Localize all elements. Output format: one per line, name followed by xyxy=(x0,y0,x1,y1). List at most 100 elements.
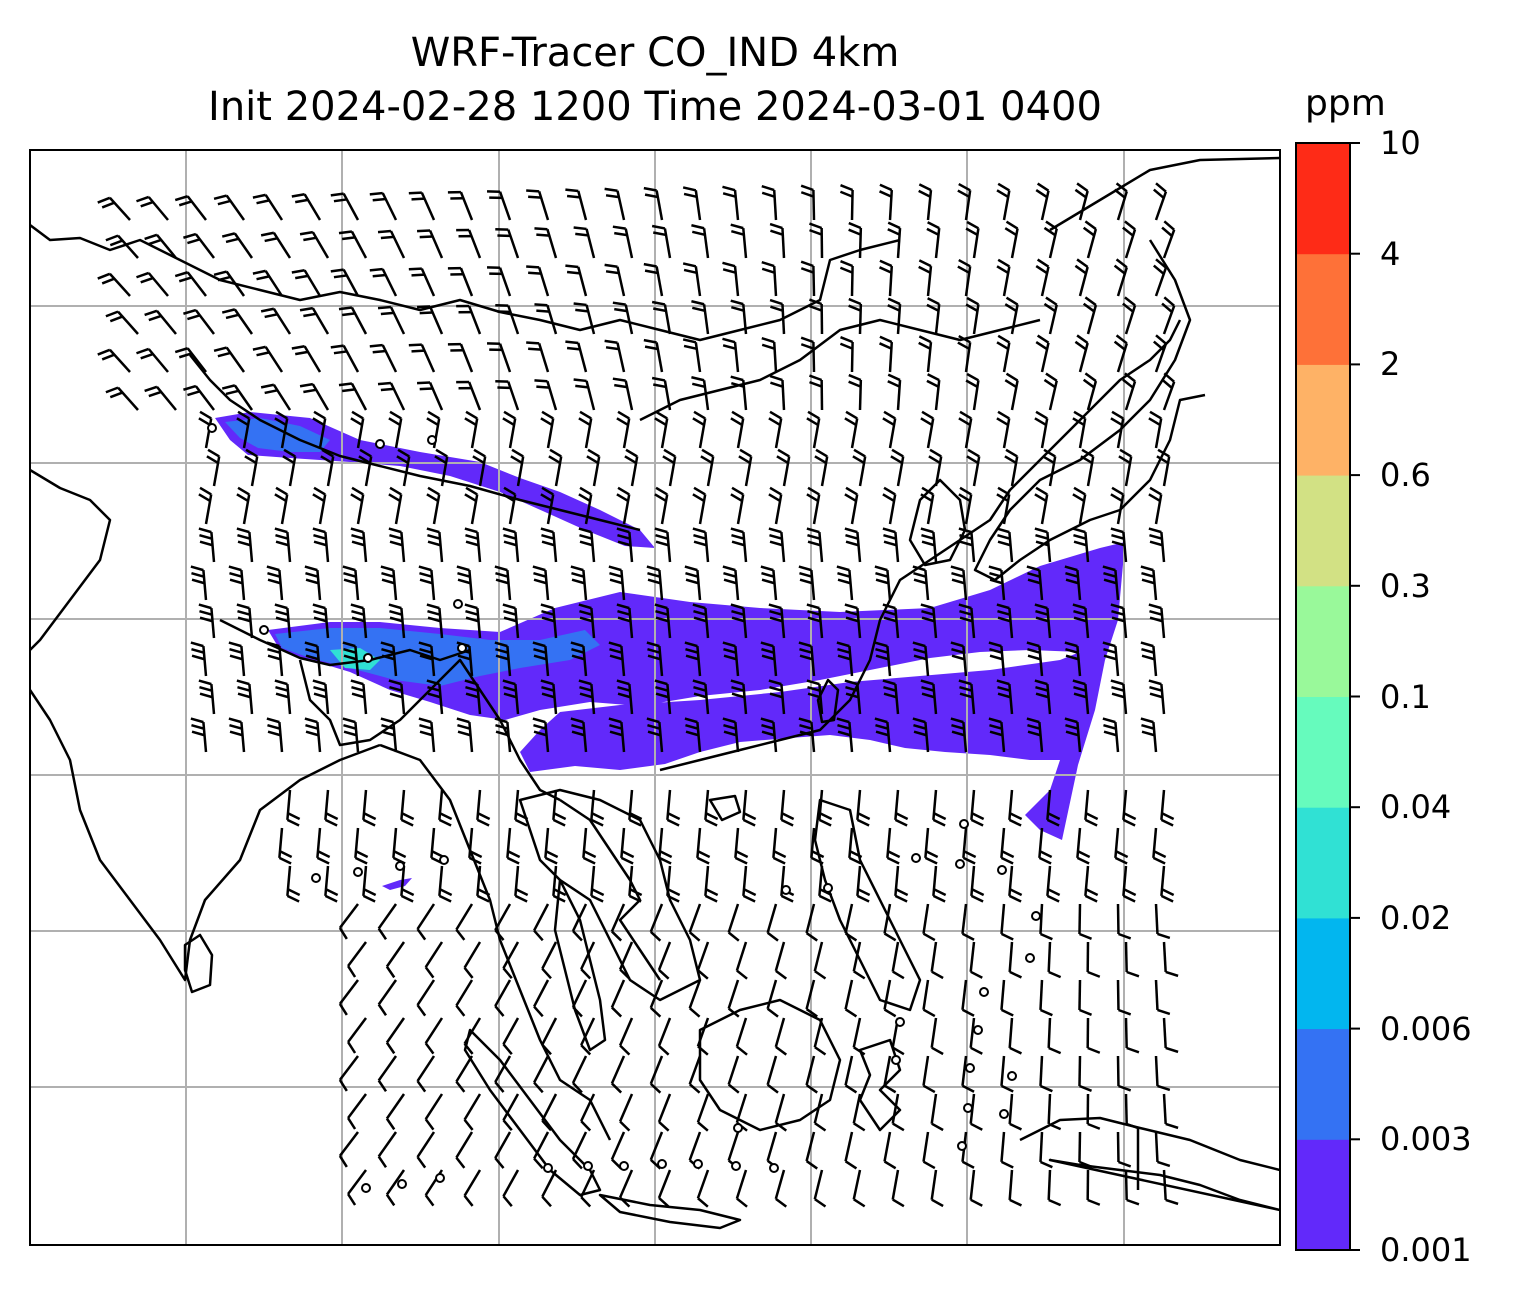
wind-barb xyxy=(464,603,482,639)
wind-barb xyxy=(1102,717,1120,753)
wind-barb xyxy=(1160,865,1175,903)
wind-barb xyxy=(221,308,254,335)
wind-barb xyxy=(682,338,702,373)
wind-barb xyxy=(228,717,246,753)
wind-barb xyxy=(1000,1055,1014,1093)
wind-barb xyxy=(532,1131,550,1170)
wind-barb xyxy=(1140,717,1158,753)
wind-barb xyxy=(495,303,520,335)
wind-barb xyxy=(1000,903,1014,941)
wind-barb xyxy=(463,1017,482,1055)
calm-wind-marker xyxy=(769,1163,779,1173)
wind-barb xyxy=(965,296,980,335)
wind-barb xyxy=(654,527,672,563)
wind-barb xyxy=(1156,448,1171,487)
wind-barb xyxy=(495,227,520,259)
wind-barb xyxy=(1004,448,1019,487)
wind-barb xyxy=(879,183,894,221)
wind-barb xyxy=(213,346,246,373)
wind-barb xyxy=(1110,410,1125,449)
wind-barb xyxy=(342,717,360,753)
wind-barb xyxy=(286,789,301,827)
wind-barb xyxy=(958,603,976,639)
wind-barb xyxy=(97,348,131,373)
wind-barb xyxy=(468,827,483,865)
wind-barb xyxy=(950,641,968,677)
wind-barb xyxy=(800,260,816,297)
wind-barb xyxy=(722,717,740,753)
wind-barb xyxy=(487,190,512,221)
wind-barb xyxy=(608,641,626,677)
wind-barb xyxy=(342,565,360,601)
wind-barb xyxy=(586,448,601,487)
calm-wind-marker xyxy=(375,439,385,449)
wind-barb xyxy=(534,379,558,411)
wind-barb xyxy=(852,448,867,487)
plume-band-main xyxy=(268,542,1125,840)
wind-barb xyxy=(260,307,292,335)
wind-barb xyxy=(526,341,550,373)
calm-wind-marker xyxy=(959,819,969,829)
wind-barb xyxy=(852,1017,866,1056)
wind-barb xyxy=(1148,410,1163,449)
wind-barb xyxy=(540,679,558,715)
wind-barb xyxy=(183,232,215,259)
border-tibet-north xyxy=(30,224,901,342)
wind-barb xyxy=(1004,220,1019,259)
wind-barb xyxy=(1000,979,1014,1017)
wind-barb xyxy=(950,717,968,753)
wind-barb xyxy=(385,941,406,979)
wind-barb xyxy=(957,334,972,373)
wind-barb xyxy=(320,448,335,487)
calm-wind-marker xyxy=(693,1159,703,1169)
wind-barb xyxy=(580,1169,596,1208)
wind-barb xyxy=(136,271,169,297)
calm-wind-marker xyxy=(1031,911,1041,921)
wind-barb xyxy=(628,789,643,827)
wind-barb xyxy=(1122,789,1137,827)
wind-barb xyxy=(766,1055,779,1094)
wind-barb xyxy=(571,1055,588,1094)
wind-barb xyxy=(624,448,639,487)
wind-barb xyxy=(651,376,672,411)
wind-barb xyxy=(806,603,824,639)
wind-barb xyxy=(526,189,550,221)
wind-barb xyxy=(426,527,444,563)
wind-barb xyxy=(1161,296,1176,335)
wind-barb xyxy=(1008,1169,1022,1207)
wind-barb xyxy=(1154,979,1171,1016)
wind-barb xyxy=(570,717,588,753)
wind-barb xyxy=(221,232,254,259)
wind-barb xyxy=(198,679,216,715)
wind-barb xyxy=(844,486,859,525)
wind-barb xyxy=(1008,865,1023,903)
map-frame xyxy=(29,149,1281,1246)
wind-barb xyxy=(455,979,474,1017)
coast-java xyxy=(598,1193,742,1230)
calm-wind-marker xyxy=(955,859,965,869)
wind-barb xyxy=(570,565,588,601)
wind-barb xyxy=(818,789,833,827)
wind-barb xyxy=(996,334,1011,373)
wind-barb xyxy=(1034,486,1049,525)
wind-barb xyxy=(1122,296,1137,335)
wind-barb xyxy=(136,347,169,373)
wind-barb xyxy=(350,603,368,639)
wind-barb xyxy=(97,196,131,221)
wind-barb xyxy=(532,717,550,753)
wind-barb xyxy=(385,1093,406,1131)
wind-barb xyxy=(380,565,398,601)
calm-wind-marker xyxy=(311,873,321,883)
wind-barb xyxy=(1082,296,1098,335)
wind-barb xyxy=(682,186,702,221)
wind-barb xyxy=(105,310,139,335)
coast-sulawesi xyxy=(858,1038,902,1132)
wind-barb xyxy=(610,1055,626,1094)
wind-barb xyxy=(806,486,821,525)
wind-barb xyxy=(932,865,947,903)
wind-barb xyxy=(1076,827,1091,865)
wind-barb xyxy=(874,641,892,677)
wind-barb xyxy=(1004,296,1019,335)
wind-barb xyxy=(886,827,901,865)
wind-barb xyxy=(727,903,740,942)
